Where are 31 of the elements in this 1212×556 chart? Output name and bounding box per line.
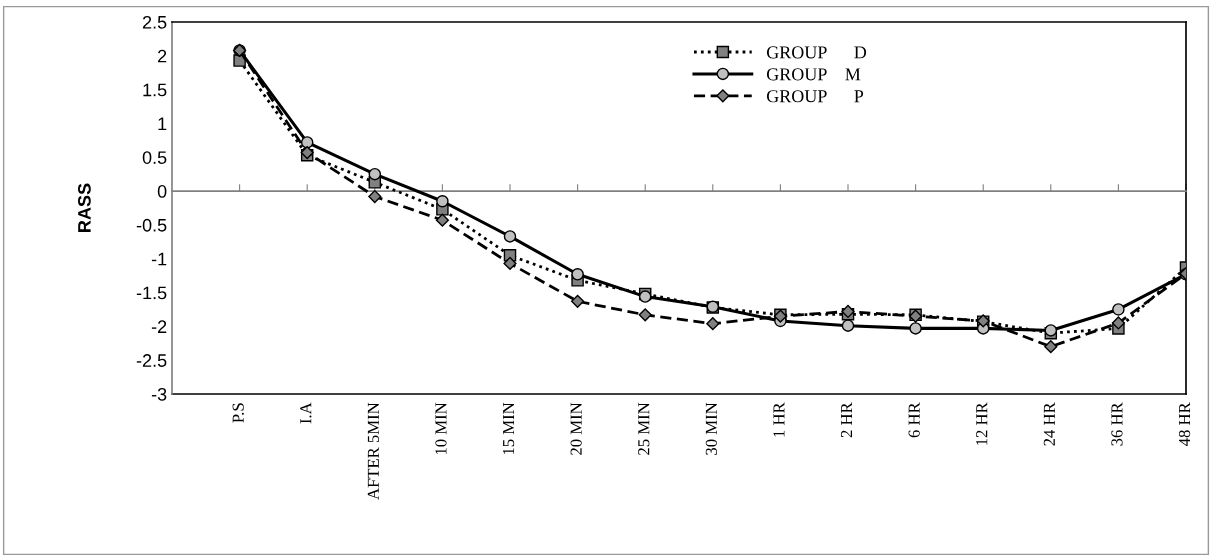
y-tick-label: -1 bbox=[151, 252, 167, 266]
x-tick-label: 48 HR bbox=[1178, 402, 1191, 446]
x-tick-label: 10 MIN bbox=[435, 402, 447, 455]
x-tick-label: 24 HR bbox=[1043, 402, 1055, 446]
x-tick-label: 2 HR bbox=[840, 402, 853, 438]
x-tick-label: P.S bbox=[232, 403, 244, 423]
x-tick-label: AFTER 5MIN bbox=[367, 402, 379, 500]
y-tick-label: -1.5 bbox=[136, 286, 167, 300]
y-tick-label: 2 bbox=[158, 49, 167, 63]
y-tick-label: -0.5 bbox=[136, 218, 167, 232]
y-tick-label: -3 bbox=[151, 387, 167, 401]
legend-label: GROUP P bbox=[766, 90, 864, 103]
x-tick-label: 20 MIN bbox=[570, 402, 582, 455]
x-tick-label: 36 HR bbox=[1111, 402, 1123, 446]
x-tick-label: 25 MIN bbox=[638, 402, 650, 455]
y-tick-label: 0 bbox=[157, 185, 167, 198]
legend-label: GROUP M bbox=[766, 68, 861, 81]
y-tick-label: 0.5 bbox=[142, 151, 167, 164]
y-tick-label: -2.5 bbox=[136, 354, 167, 367]
y-tick-label: 1.5 bbox=[143, 83, 167, 97]
x-tick-label: 30 MIN bbox=[705, 402, 717, 455]
x-tick-label: I.A bbox=[300, 402, 312, 424]
y-tick-label: 1 bbox=[158, 117, 167, 130]
x-tick-label: 6 HR bbox=[908, 402, 920, 438]
x-tick-label: 15 MIN bbox=[503, 402, 515, 455]
y-tick-label: 2.5 bbox=[142, 15, 167, 29]
x-tick-label: 1 HR bbox=[773, 402, 785, 437]
legend-label: GROUP D bbox=[766, 46, 867, 59]
y-tick-label: -2 bbox=[151, 320, 167, 333]
x-tick-label: 12 HR bbox=[976, 402, 988, 445]
y-axis-title: RASS bbox=[78, 183, 91, 232]
